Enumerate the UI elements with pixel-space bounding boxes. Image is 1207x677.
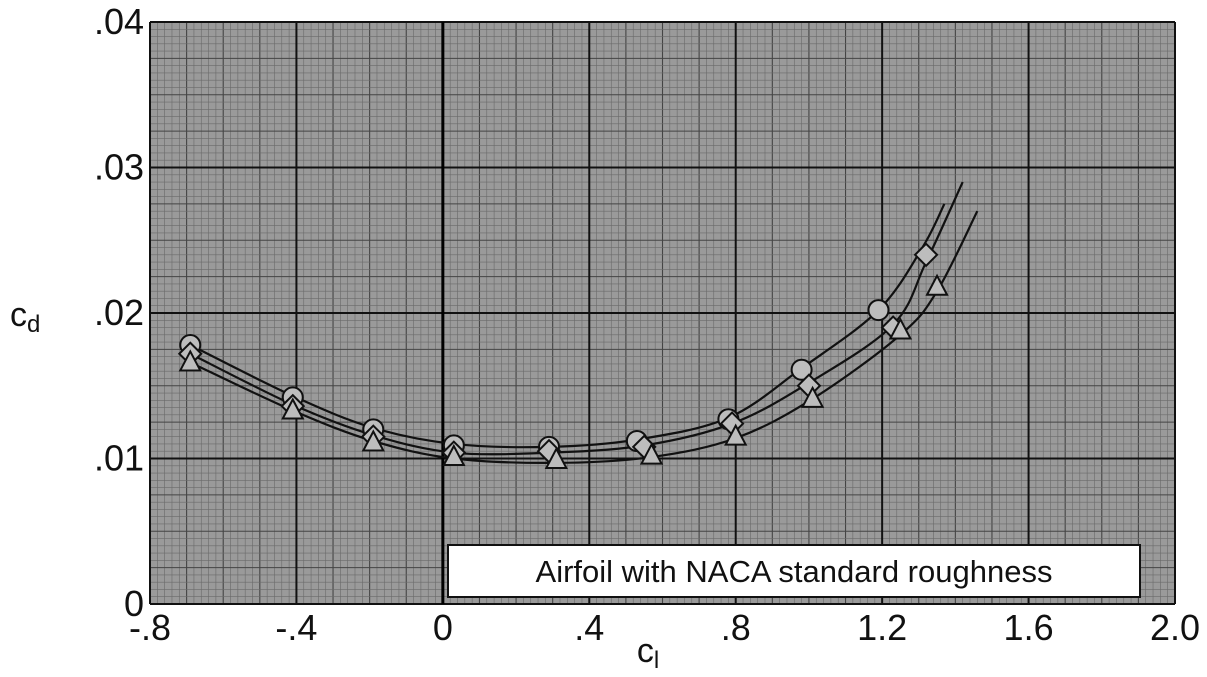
markers	[177, 242, 949, 469]
series-3-triangle-point	[178, 349, 202, 372]
y-tick-labels: 0 .01 .02 .03 .04	[94, 1, 144, 624]
x-tick-label: -.8	[129, 607, 171, 648]
series-3-triangle-point	[442, 443, 466, 467]
series-3-triangle-point	[888, 317, 913, 340]
series-3-triangle-point	[800, 385, 825, 408]
series-3-triangle-point	[639, 442, 664, 465]
x-axis-label: cl	[637, 632, 659, 674]
series-1-circle-point	[867, 299, 890, 322]
x-tick-label: 0	[433, 607, 453, 648]
series-3-triangle-point	[925, 273, 949, 296]
x-tick-label: 1.2	[857, 607, 907, 648]
y-tick-label: .01	[94, 438, 144, 479]
y-tick-label: .02	[94, 292, 144, 333]
series-3-triangle-point	[361, 429, 385, 452]
annotation-box: Airfoil with NACA standard roughness	[447, 544, 1141, 598]
series-3-triangle-point	[544, 446, 568, 469]
x-tick-label: -.4	[275, 607, 317, 648]
y-axis-label: cd	[10, 296, 40, 338]
y-tick-label: .03	[94, 147, 144, 188]
series-3-triangle-point	[281, 397, 305, 420]
series-2-diamond-point	[913, 242, 939, 268]
x-tick-label: 1.6	[1004, 607, 1054, 648]
annotation-text: Airfoil with NACA standard roughness	[536, 554, 1053, 589]
x-tick-labels: -.8 -.4 0 .4 .8 1.2 1.6 2.0	[129, 607, 1200, 648]
x-tick-label: 2.0	[1150, 607, 1200, 648]
y-tick-label: 0	[124, 583, 144, 624]
x-tick-label: .8	[721, 607, 751, 648]
series-3-triangle-point	[724, 423, 748, 446]
x-tick-label: .4	[574, 607, 604, 648]
y-tick-label: .04	[94, 1, 144, 42]
series-1-circle-point	[790, 358, 813, 381]
